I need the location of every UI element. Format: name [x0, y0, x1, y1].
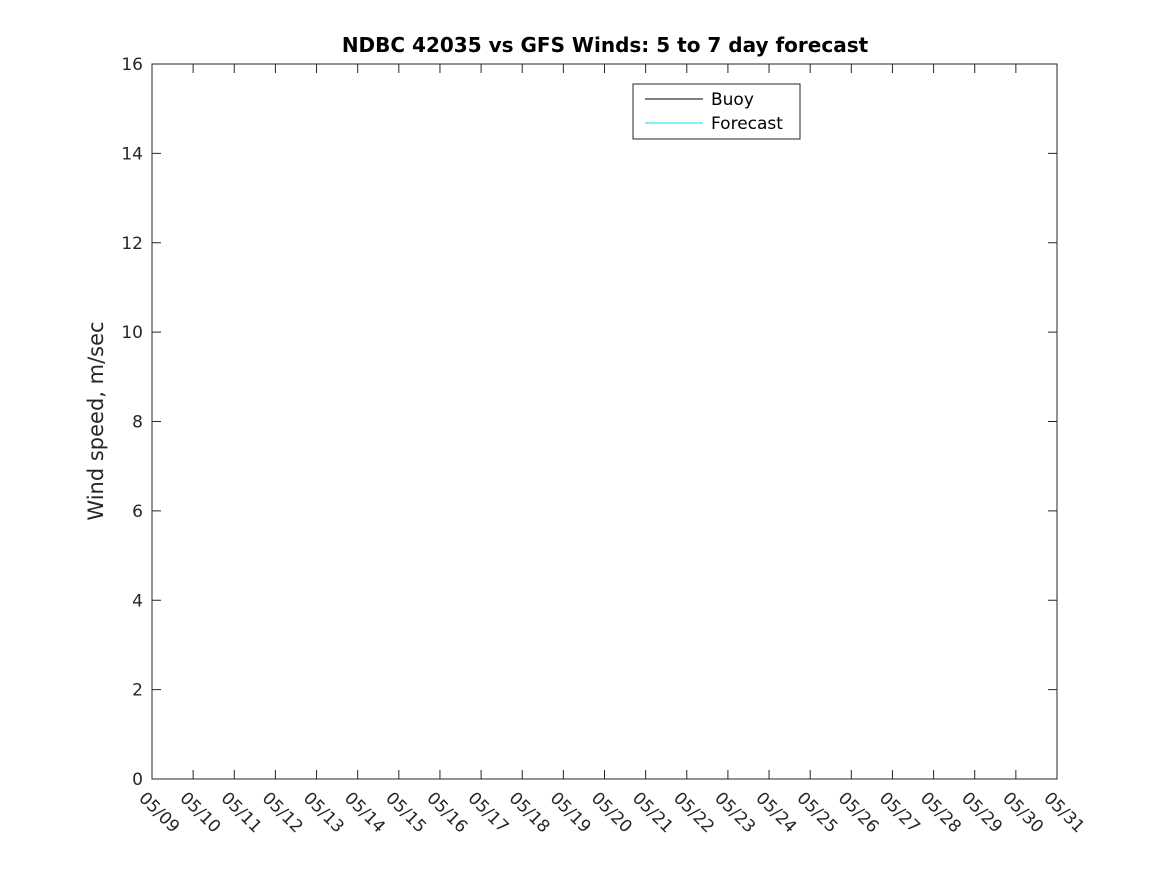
y-tick-label: 10: [121, 323, 143, 343]
y-tick-label: 0: [132, 770, 143, 790]
legend-label: Buoy: [711, 90, 754, 110]
legend-box: [632, 83, 801, 140]
legend: Buoy Forecast: [632, 83, 801, 140]
y-tick-label: 16: [121, 55, 143, 75]
chart-title: NDBC 42035 vs GFS Winds: 5 to 7 day fore…: [342, 33, 869, 57]
y-axis-label: Wind speed, m/sec: [84, 321, 108, 520]
y-tick-label: 14: [121, 144, 143, 164]
y-tick-label: 6: [132, 502, 143, 522]
y-tick-label: 12: [121, 234, 143, 254]
y-tick-label: 2: [132, 681, 143, 701]
y-tick-label: 4: [132, 591, 143, 611]
axes-box: [151, 63, 1058, 780]
axes: 024681012141605/0905/1005/1105/1205/1305…: [121, 55, 1088, 837]
y-tick-label: 8: [132, 413, 143, 433]
legend-label: Forecast: [711, 114, 783, 134]
